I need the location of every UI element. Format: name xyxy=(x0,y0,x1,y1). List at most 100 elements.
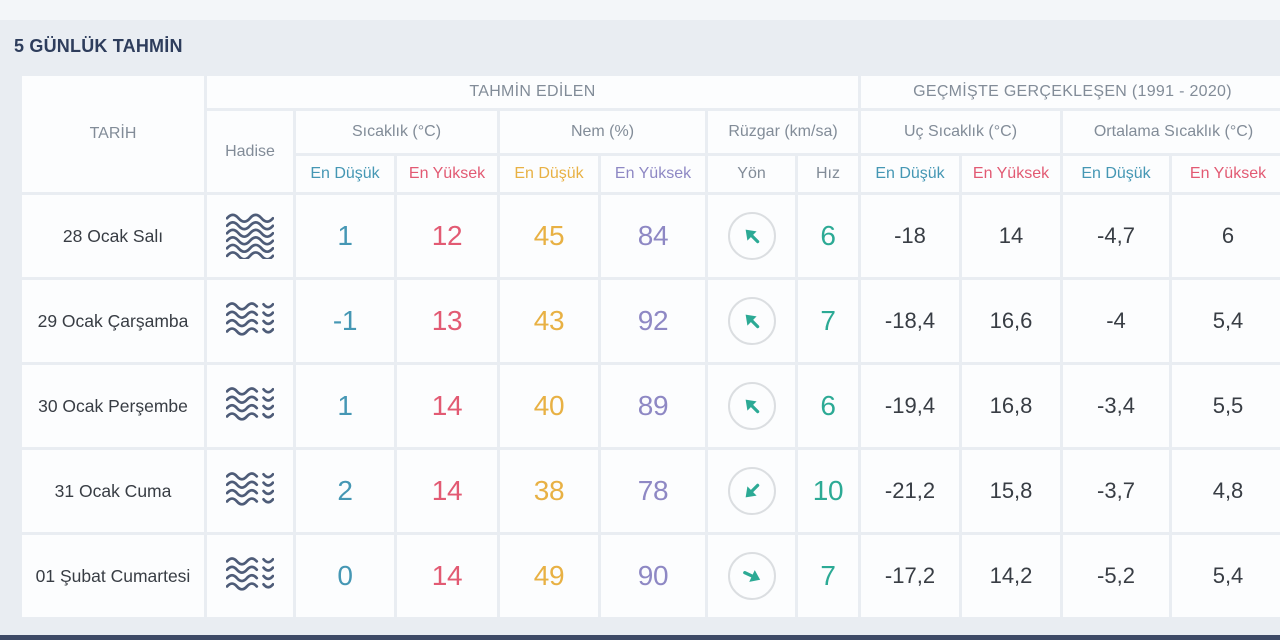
table-row: 01 Şubat Cumartesi 0 14 49 90 7 -17,2 14… xyxy=(22,535,1280,617)
col-header-avg-max: En Yüksek xyxy=(1172,156,1280,192)
weather-icon xyxy=(226,557,274,591)
table-row: 28 Ocak Salı 1 12 45 84 6 -18 14 -4,7 6 xyxy=(22,195,1280,277)
table-row: 30 Ocak Perşembe 1 14 40 89 6 -19,4 16,8… xyxy=(22,365,1280,447)
forecast-humidity-min: 43 xyxy=(500,280,598,362)
forecast-temp-max: 12 xyxy=(397,195,497,277)
forecast-humidity-max: 89 xyxy=(601,365,705,447)
wind-direction-icon xyxy=(745,483,759,498)
avg-temp-min: -3,7 xyxy=(1063,450,1169,532)
wind-direction-cell xyxy=(708,535,795,617)
forecast-temp-max: 13 xyxy=(397,280,497,362)
haze-icon xyxy=(226,557,274,591)
col-header-hist-min: En Düşük xyxy=(861,156,959,192)
col-header-hist-max: En Yüksek xyxy=(962,156,1060,192)
fog-icon xyxy=(226,213,274,259)
avg-temp-min: -3,4 xyxy=(1063,365,1169,447)
hist-temp-min: -17,2 xyxy=(861,535,959,617)
page-title: 5 GÜNLÜK TAHMİN xyxy=(14,36,183,56)
hist-temp-min: -18 xyxy=(861,195,959,277)
forecast-humidity-max: 90 xyxy=(601,535,705,617)
hist-temp-max: 15,8 xyxy=(962,450,1060,532)
group-header-forecast: TAHMİN EDİLEN xyxy=(207,76,858,108)
wind-direction-circle xyxy=(727,552,776,600)
forecast-humidity-min: 40 xyxy=(500,365,598,447)
forecast-temp-max: 14 xyxy=(397,535,497,617)
forecast-table: TARİH TAHMİN EDİLEN GEÇMİŞTE GERÇEKLEŞEN… xyxy=(19,73,1280,620)
forecast-temp-min: 2 xyxy=(296,450,394,532)
col-header-humidity-max: En Yüksek xyxy=(601,156,705,192)
date-cell: 31 Ocak Cuma xyxy=(22,450,204,532)
group-header-historical: GEÇMİŞTE GERÇEKLEŞEN (1991 - 2020) xyxy=(861,76,1280,108)
weather-icon xyxy=(226,387,274,421)
table-row: 29 Ocak Çarşamba -1 13 43 92 7 -18,4 16,… xyxy=(22,280,1280,362)
bottom-bar xyxy=(0,635,1280,640)
col-header-temp-max: En Yüksek xyxy=(397,156,497,192)
hist-temp-min: -19,4 xyxy=(861,365,959,447)
wind-speed-cell: 7 xyxy=(798,535,858,617)
avg-temp-max: 5,5 xyxy=(1172,365,1280,447)
haze-icon xyxy=(226,472,274,506)
forecast-temp-min: 1 xyxy=(296,365,394,447)
col-header-humidity-min: En Düşük xyxy=(500,156,598,192)
date-cell: 29 Ocak Çarşamba xyxy=(22,280,204,362)
weather-icon xyxy=(226,213,274,259)
forecast-temp-max: 14 xyxy=(397,365,497,447)
avg-temp-max: 5,4 xyxy=(1172,535,1280,617)
haze-icon xyxy=(226,302,274,336)
date-cell: 01 Şubat Cumartesi xyxy=(22,535,204,617)
top-strip xyxy=(0,0,1280,20)
group-header-extreme-temp: Uç Sıcaklık (°C) xyxy=(861,111,1060,153)
wind-speed-cell: 7 xyxy=(798,280,858,362)
weather-condition-cell xyxy=(207,195,293,277)
weather-condition-cell xyxy=(207,365,293,447)
wind-direction-cell xyxy=(708,280,795,362)
wind-direction-circle xyxy=(727,297,776,345)
wind-direction-circle xyxy=(727,212,776,260)
date-cell: 28 Ocak Salı xyxy=(22,195,204,277)
group-header-humidity: Nem (%) xyxy=(500,111,705,153)
weather-condition-cell xyxy=(207,535,293,617)
hist-temp-min: -21,2 xyxy=(861,450,959,532)
col-header-wind-speed: Hız xyxy=(798,156,858,192)
date-cell: 30 Ocak Perşembe xyxy=(22,365,204,447)
hist-temp-max: 16,8 xyxy=(962,365,1060,447)
wind-speed-cell: 6 xyxy=(798,365,858,447)
weather-condition-cell xyxy=(207,450,293,532)
forecast-temp-max: 14 xyxy=(397,450,497,532)
avg-temp-max: 5,4 xyxy=(1172,280,1280,362)
wind-speed-cell: 6 xyxy=(798,195,858,277)
avg-temp-min: -4,7 xyxy=(1063,195,1169,277)
col-header-avg-min: En Düşük xyxy=(1063,156,1169,192)
col-header-wind-direction: Yön xyxy=(708,156,795,192)
col-header-date: TARİH xyxy=(22,76,204,192)
avg-temp-min: -5,2 xyxy=(1063,535,1169,617)
forecast-temp-min: 1 xyxy=(296,195,394,277)
forecast-temp-min: -1 xyxy=(296,280,394,362)
col-header-temp-min: En Düşük xyxy=(296,156,394,192)
hist-temp-max: 14 xyxy=(962,195,1060,277)
wind-direction-cell xyxy=(708,195,795,277)
wind-direction-icon xyxy=(742,570,760,582)
wind-direction-icon xyxy=(745,229,759,244)
forecast-temp-min: 0 xyxy=(296,535,394,617)
group-header-average-temp: Ortalama Sıcaklık (°C) xyxy=(1063,111,1280,153)
hist-temp-max: 16,6 xyxy=(962,280,1060,362)
col-header-condition: Hadise xyxy=(207,111,293,192)
avg-temp-max: 6 xyxy=(1172,195,1280,277)
hist-temp-min: -18,4 xyxy=(861,280,959,362)
avg-temp-min: -4 xyxy=(1063,280,1169,362)
forecast-humidity-min: 45 xyxy=(500,195,598,277)
wind-direction-icon xyxy=(745,314,759,329)
haze-icon xyxy=(226,387,274,421)
wind-direction-cell xyxy=(708,450,795,532)
forecast-humidity-min: 49 xyxy=(500,535,598,617)
wind-direction-circle xyxy=(727,382,776,430)
group-header-temperature: Sıcaklık (°C) xyxy=(296,111,497,153)
forecast-table-wrapper: TARİH TAHMİN EDİLEN GEÇMİŞTE GERÇEKLEŞEN… xyxy=(19,73,1280,620)
forecast-humidity-max: 78 xyxy=(601,450,705,532)
table-row: 31 Ocak Cuma 2 14 38 78 10 -21,2 15,8 -3… xyxy=(22,450,1280,532)
weather-icon xyxy=(226,472,274,506)
wind-speed-cell: 10 xyxy=(798,450,858,532)
weather-condition-cell xyxy=(207,280,293,362)
forecast-humidity-min: 38 xyxy=(500,450,598,532)
